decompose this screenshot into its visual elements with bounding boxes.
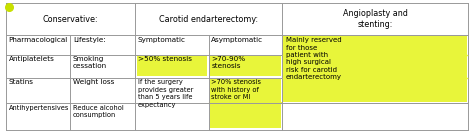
Text: Mainly reserved
for those
patient with
high surgical
risk for carotid
endarterec: Mainly reserved for those patient with h… bbox=[286, 37, 342, 80]
Text: Carotid endarterectomy:: Carotid endarterectomy: bbox=[159, 15, 258, 24]
Text: Antihypertensives: Antihypertensives bbox=[9, 105, 69, 111]
Text: Statins: Statins bbox=[9, 79, 34, 85]
Text: Asymptomatic: Asymptomatic bbox=[211, 37, 264, 43]
Text: Weight loss: Weight loss bbox=[73, 79, 114, 85]
Bar bbox=[210, 79, 281, 128]
Text: >70% stenosis
with history of
stroke or MI: >70% stenosis with history of stroke or … bbox=[211, 79, 261, 100]
Text: >70-90%
stenosis: >70-90% stenosis bbox=[211, 56, 246, 69]
Bar bbox=[137, 79, 207, 128]
Text: Reduce alcohol
consumption: Reduce alcohol consumption bbox=[73, 105, 124, 118]
Text: Lifestyle:: Lifestyle: bbox=[73, 37, 106, 43]
Bar bbox=[137, 56, 207, 76]
Text: Antiplatelets: Antiplatelets bbox=[9, 56, 55, 62]
Text: Smoking
cessation: Smoking cessation bbox=[73, 56, 107, 69]
Text: If the surgery
provides greater
than 5 years life
expectancy: If the surgery provides greater than 5 y… bbox=[138, 79, 193, 108]
Bar bbox=[283, 36, 467, 102]
Text: Symptomatic: Symptomatic bbox=[138, 37, 186, 43]
Bar bbox=[210, 56, 281, 76]
Text: >50% stenosis: >50% stenosis bbox=[138, 56, 192, 62]
Text: Angioplasty and
stenting:: Angioplasty and stenting: bbox=[343, 9, 408, 29]
Bar bbox=[283, 36, 467, 102]
Text: Conservative:: Conservative: bbox=[43, 15, 98, 24]
Text: Pharmacological: Pharmacological bbox=[9, 37, 68, 43]
